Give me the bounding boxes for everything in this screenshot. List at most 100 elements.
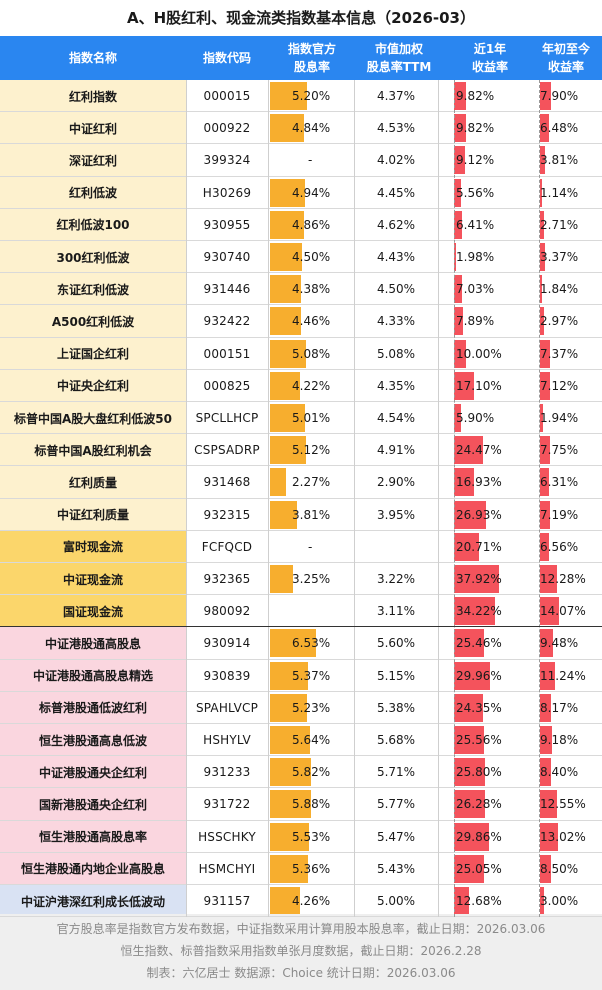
index-code-text: 000825 bbox=[203, 378, 251, 393]
index-name-text: 中证红利质量 bbox=[56, 508, 129, 523]
index-name: 标普港股通低波红利 bbox=[0, 691, 186, 724]
table-row: 国新港股通央企红利 931722 5.88% 5.77% 26.28% 12.55% bbox=[0, 788, 602, 821]
ttm-yield-value: 4.54% bbox=[376, 411, 416, 425]
return-1y-value: 20.71% bbox=[456, 539, 502, 554]
official-yield-value: 3.81% bbox=[292, 507, 331, 522]
return-ytd-cell: 13.02% bbox=[540, 821, 602, 853]
table-row: 红利低波100 930955 4.86% 4.62% 6.41% 2.71% bbox=[0, 208, 602, 241]
ttm-yield-value: 4.35% bbox=[376, 378, 416, 393]
official-yield-value: 5.88% bbox=[292, 797, 331, 812]
table-row: 上证国企红利 000151 5.08% 5.08% 10.00% 7.37% bbox=[0, 337, 602, 370]
return-1y-bar bbox=[454, 565, 499, 593]
header-return-ytd: 年初至今 收益率 bbox=[530, 36, 602, 80]
index-name-text: 标普中国A股红利机会 bbox=[34, 443, 152, 458]
header-return-1y: 近1年 收益率 bbox=[448, 36, 532, 80]
index-code-text: 932315 bbox=[203, 507, 251, 522]
official-yield-value: 5.08% bbox=[292, 346, 331, 361]
ttm-yield-cell: 5.08% bbox=[354, 338, 438, 370]
return-1y-bar bbox=[454, 887, 470, 915]
return-1y-value: 25.56% bbox=[456, 733, 502, 747]
header-name: 指数名称 bbox=[68, 51, 117, 65]
ttm-yield-cell: 5.47% bbox=[354, 821, 438, 853]
return-1y-bar bbox=[454, 82, 466, 110]
index-code-text: 980092 bbox=[203, 604, 251, 619]
return-ytd-bar bbox=[540, 629, 553, 658]
ttm-yield-cell: 4.54% bbox=[354, 402, 438, 434]
table-row: 中证红利质量 932315 3.81% 3.95% 26.93% 7.19% bbox=[0, 498, 602, 531]
return-ytd-value: 7.90% bbox=[540, 89, 579, 103]
ttm-yield-cell: 4.62% bbox=[354, 209, 438, 241]
index-name: 中证现金流 bbox=[0, 563, 186, 595]
table-row: 富时现金流 FCFQCD - 20.71% 6.56% bbox=[0, 530, 602, 563]
return-1y-bar bbox=[454, 371, 475, 400]
return-ytd-cell: 8.50% bbox=[540, 853, 602, 885]
return-1y-cell: 24.35% bbox=[454, 692, 538, 724]
footer-note-1: 官方股息率是指数官方发布数据，中证指数采用计算用股本股息率，截止日期：2026.… bbox=[56, 922, 546, 936]
official-yield-value: 4.26% bbox=[292, 894, 331, 908]
index-code-text: 930955 bbox=[203, 217, 251, 232]
return-ytd-cell: 6.31% bbox=[540, 466, 602, 498]
index-name-text: 中证沪港深红利成长低波动 bbox=[20, 894, 165, 909]
index-code: FCFQCD bbox=[186, 531, 268, 563]
official-yield-bar bbox=[270, 758, 311, 787]
bar-axis-line bbox=[539, 80, 540, 918]
row-divider bbox=[0, 787, 602, 789]
return-1y-bar bbox=[454, 243, 457, 271]
return-1y-bar bbox=[454, 210, 462, 239]
index-code-text: 931446 bbox=[203, 282, 251, 297]
official-yield-bar bbox=[270, 854, 308, 883]
index-code-text: 932422 bbox=[203, 314, 251, 329]
return-ytd-value: 3.37% bbox=[540, 250, 579, 264]
official-yield-cell bbox=[270, 595, 354, 627]
return-1y-value: 10.00% bbox=[456, 346, 502, 361]
table-row: 恒生港股通高股息率 HSSCHKY 5.53% 5.47% 29.86% 13.02% bbox=[0, 820, 602, 853]
ttm-yield-value: 4.37% bbox=[376, 89, 416, 103]
index-code: 931446 bbox=[186, 273, 268, 305]
index-code-text: 000151 bbox=[203, 346, 251, 361]
ttm-yield-value: 4.62% bbox=[376, 217, 416, 232]
official-yield-cell: 5.23% bbox=[270, 692, 354, 724]
return-1y-cell: 5.90% bbox=[454, 402, 538, 434]
return-1y-value: 29.96% bbox=[456, 668, 502, 683]
row-divider bbox=[0, 304, 602, 306]
return-ytd-cell: 2.71% bbox=[540, 209, 602, 241]
return-ytd-cell: 8.17% bbox=[540, 692, 602, 724]
official-yield-cell: - bbox=[270, 144, 354, 176]
ttm-yield-cell: 4.33% bbox=[354, 305, 438, 337]
row-divider bbox=[0, 723, 602, 724]
header-ttm-yield-line1: 市值加权 bbox=[374, 42, 423, 56]
return-1y-cell: 6.41% bbox=[454, 209, 538, 241]
official-yield-value: 4.84% bbox=[292, 121, 331, 136]
table-row: 红利低波 H30269 4.94% 4.45% 5.56% 1.14% bbox=[0, 176, 602, 209]
return-1y-value: 7.03% bbox=[456, 282, 495, 297]
return-ytd-value: 11.24% bbox=[540, 668, 586, 683]
index-code-text: 932365 bbox=[203, 572, 251, 586]
official-yield-bar bbox=[270, 178, 305, 207]
table-row: 国证现金流 980092 3.11% 34.22% 14.07% bbox=[0, 595, 602, 628]
return-1y-value: 37.92% bbox=[456, 572, 502, 586]
official-yield-cell: 3.25% bbox=[270, 563, 354, 595]
return-ytd-cell: 3.37% bbox=[540, 241, 602, 273]
return-ytd-value: 8.17% bbox=[540, 700, 579, 715]
ttm-yield-value: 5.60% bbox=[376, 636, 416, 651]
index-name: 标普中国A股红利机会 bbox=[0, 434, 186, 467]
official-yield-bar bbox=[270, 726, 310, 754]
official-yield-value: 5.36% bbox=[292, 861, 331, 876]
ttm-yield-value: 4.43% bbox=[376, 250, 416, 264]
return-ytd-cell: 12.55% bbox=[540, 788, 602, 820]
index-code: 932422 bbox=[186, 305, 268, 337]
header-ttm-yield-line2: 股息率TTM bbox=[366, 60, 432, 74]
index-name-text: 中证港股通高股息精选 bbox=[32, 669, 153, 684]
return-ytd-bar bbox=[540, 790, 557, 819]
return-1y-cell: 34.22% bbox=[454, 595, 538, 627]
official-yield-value: 2.27% bbox=[292, 475, 331, 490]
official-yield-cell: 5.82% bbox=[270, 756, 354, 788]
official-yield-value: 5.37% bbox=[292, 668, 331, 683]
return-ytd-cell: 7.12% bbox=[540, 370, 602, 402]
return-ytd-value: 2.71% bbox=[540, 217, 579, 232]
return-1y-bar bbox=[454, 500, 486, 529]
row-divider bbox=[0, 207, 602, 209]
row-divider bbox=[0, 272, 602, 274]
official-yield-bar bbox=[270, 887, 300, 915]
official-yield-bar bbox=[270, 404, 306, 432]
